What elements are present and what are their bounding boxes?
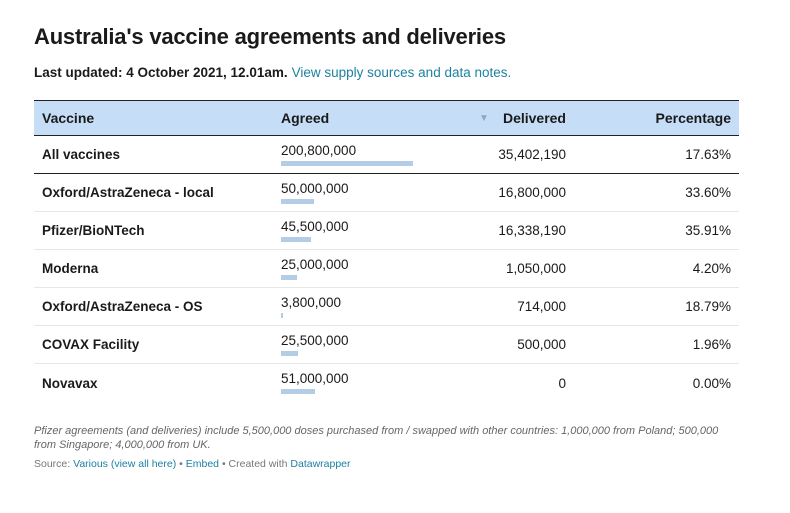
separator: • xyxy=(179,458,183,470)
delivered-value: 35,402,190 xyxy=(498,147,566,162)
percentage-value: 1.96% xyxy=(692,337,731,352)
delivered-value: 16,338,190 xyxy=(498,223,566,238)
table-row: Novavax 51,000,000 0 0.00% xyxy=(34,364,739,402)
table-header: Vaccine Agreed ▼ Delivered Percentage xyxy=(34,100,739,136)
agreed-value: 25,500,000 xyxy=(281,333,349,348)
agreed-value: 45,500,000 xyxy=(281,219,349,234)
delivered-value: 0 xyxy=(558,375,566,391)
data-notes-link[interactable]: View supply sources and data notes. xyxy=(291,65,512,80)
agreed-value: 50,000,000 xyxy=(281,181,349,196)
agreed-bar-track xyxy=(281,389,413,394)
agreed-bar xyxy=(281,161,413,166)
embed-link[interactable]: Embed xyxy=(185,458,220,470)
vaccine-table: Vaccine Agreed ▼ Delivered Percentage Al… xyxy=(34,100,739,402)
table-row: Oxford/AstraZeneca - local 50,000,000 16,8… xyxy=(34,174,739,212)
table-row: All vaccines 200,800,000 35,402,190 17.63% xyxy=(34,136,739,174)
agreed-value: 200,800,000 xyxy=(281,143,357,158)
agreed-bar-track xyxy=(281,161,413,166)
chart-title: Australia's vaccine agreements and deliv… xyxy=(34,24,506,49)
agreed-bar-track xyxy=(281,199,413,204)
update-line: Last updated: 4 October 2021, 12.01am. Vi… xyxy=(34,65,511,80)
agreed-value: 25,000,000 xyxy=(281,257,349,272)
source-label: Source: xyxy=(34,458,71,470)
header-delivered[interactable]: Delivered xyxy=(502,110,566,126)
agreed-bar xyxy=(281,389,315,394)
percentage-value: 35.91% xyxy=(685,223,731,238)
agreed-cell: 25,500,000 xyxy=(281,333,481,359)
vaccine-name: Moderna xyxy=(42,261,99,276)
agreed-bar xyxy=(281,199,314,204)
vaccine-name: Novavax xyxy=(42,375,98,391)
vaccine-name: All vaccines xyxy=(42,147,121,162)
percentage-value: 0.00% xyxy=(692,375,731,391)
agreed-cell: 200,800,000 xyxy=(281,143,481,169)
percentage-value: 33.60% xyxy=(685,185,731,200)
agreed-bar xyxy=(281,275,297,280)
header-agreed[interactable]: Agreed xyxy=(281,110,330,126)
agreed-bar xyxy=(281,237,311,242)
agreed-bar-track xyxy=(281,237,413,242)
delivered-value: 16,800,000 xyxy=(498,185,566,200)
agreed-cell: 25,000,000 xyxy=(281,257,481,283)
vaccine-name: Pfizer/BioNTech xyxy=(42,223,145,238)
agreed-cell: 50,000,000 xyxy=(281,181,481,207)
table-row: Pfizer/BioNTech 45,500,000 16,338,190 35.91… xyxy=(34,212,739,250)
agreed-bar-track xyxy=(281,275,413,280)
vaccine-name: Oxford/AstraZeneca - local xyxy=(42,185,214,200)
source-link[interactable]: Various (view all here) xyxy=(73,458,177,470)
agreed-value: 51,000,000 xyxy=(281,371,349,386)
created-with-text: • Created with xyxy=(221,458,288,470)
table-row: COVAX Facility 25,500,000 500,000 1.96% xyxy=(34,326,739,364)
percentage-value: 18.79% xyxy=(685,299,731,314)
agreed-cell: 3,800,000 xyxy=(281,295,481,321)
agreed-bar-track xyxy=(281,313,413,318)
vaccine-name: COVAX Facility xyxy=(42,337,140,352)
footnote: Pfizer agreements (and deliveries) inclu… xyxy=(34,425,719,451)
vaccine-name: Oxford/AstraZeneca - OS xyxy=(42,299,203,314)
agreed-bar xyxy=(281,351,298,356)
sort-descending-icon[interactable]: ▼ xyxy=(479,112,489,124)
source-line: Source: Various (view all here) • Embed … xyxy=(34,458,351,470)
last-updated-text: Last updated: 4 October 2021, 12.01am. xyxy=(34,65,288,80)
agreed-value: 3,800,000 xyxy=(281,295,342,310)
percentage-value: 4.20% xyxy=(692,261,731,276)
delivered-value: 500,000 xyxy=(517,337,566,352)
header-vaccine[interactable]: Vaccine xyxy=(42,110,95,126)
delivered-value: 1,050,000 xyxy=(505,261,566,276)
table-row: Moderna 25,000,000 1,050,000 4.20% xyxy=(34,250,739,288)
datawrapper-link[interactable]: Datawrapper xyxy=(290,458,351,470)
header-percentage[interactable]: Percentage xyxy=(655,110,731,126)
table-row: Oxford/AstraZeneca - OS 3,800,000 714,000 1… xyxy=(34,288,739,326)
percentage-value: 17.63% xyxy=(685,147,731,162)
table-body: All vaccines 200,800,000 35,402,190 17.63% O… xyxy=(34,136,739,402)
agreed-cell: 51,000,000 xyxy=(281,371,481,397)
agreed-bar xyxy=(281,313,283,318)
agreed-cell: 45,500,000 xyxy=(281,219,481,245)
agreed-bar-track xyxy=(281,351,413,356)
delivered-value: 714,000 xyxy=(517,299,566,314)
